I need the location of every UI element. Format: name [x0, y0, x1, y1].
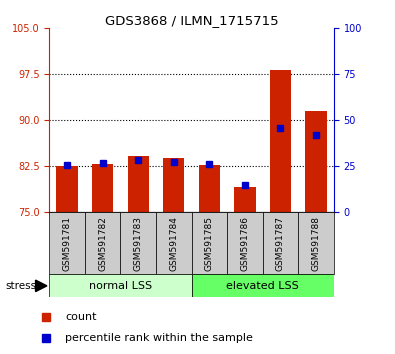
- Text: GSM591786: GSM591786: [241, 216, 249, 271]
- Bar: [192, 274, 334, 297]
- Text: elevated LSS: elevated LSS: [226, 281, 299, 291]
- Text: GSM591785: GSM591785: [205, 216, 214, 271]
- Bar: [199, 165, 220, 212]
- Polygon shape: [36, 280, 47, 292]
- Bar: [270, 70, 291, 212]
- Bar: [56, 166, 78, 212]
- Bar: [227, 212, 263, 274]
- Bar: [85, 212, 120, 274]
- Bar: [156, 212, 192, 274]
- Bar: [305, 111, 327, 212]
- Text: GSM591787: GSM591787: [276, 216, 285, 271]
- Text: stress: stress: [5, 281, 36, 291]
- Text: GSM591783: GSM591783: [134, 216, 143, 271]
- Text: GSM591781: GSM591781: [63, 216, 71, 271]
- Bar: [163, 158, 184, 212]
- Text: count: count: [65, 312, 97, 322]
- Text: GSM591782: GSM591782: [98, 216, 107, 271]
- Bar: [92, 164, 113, 212]
- Bar: [49, 212, 85, 274]
- Bar: [263, 212, 298, 274]
- Bar: [192, 212, 227, 274]
- Bar: [128, 156, 149, 212]
- Text: percentile rank within the sample: percentile rank within the sample: [65, 332, 253, 343]
- Bar: [234, 187, 256, 212]
- Text: GSM591784: GSM591784: [169, 216, 178, 271]
- Text: normal LSS: normal LSS: [89, 281, 152, 291]
- Bar: [49, 274, 192, 297]
- Title: GDS3868 / ILMN_1715715: GDS3868 / ILMN_1715715: [105, 14, 278, 27]
- Bar: [120, 212, 156, 274]
- Bar: [298, 212, 334, 274]
- Text: GSM591788: GSM591788: [312, 216, 320, 271]
